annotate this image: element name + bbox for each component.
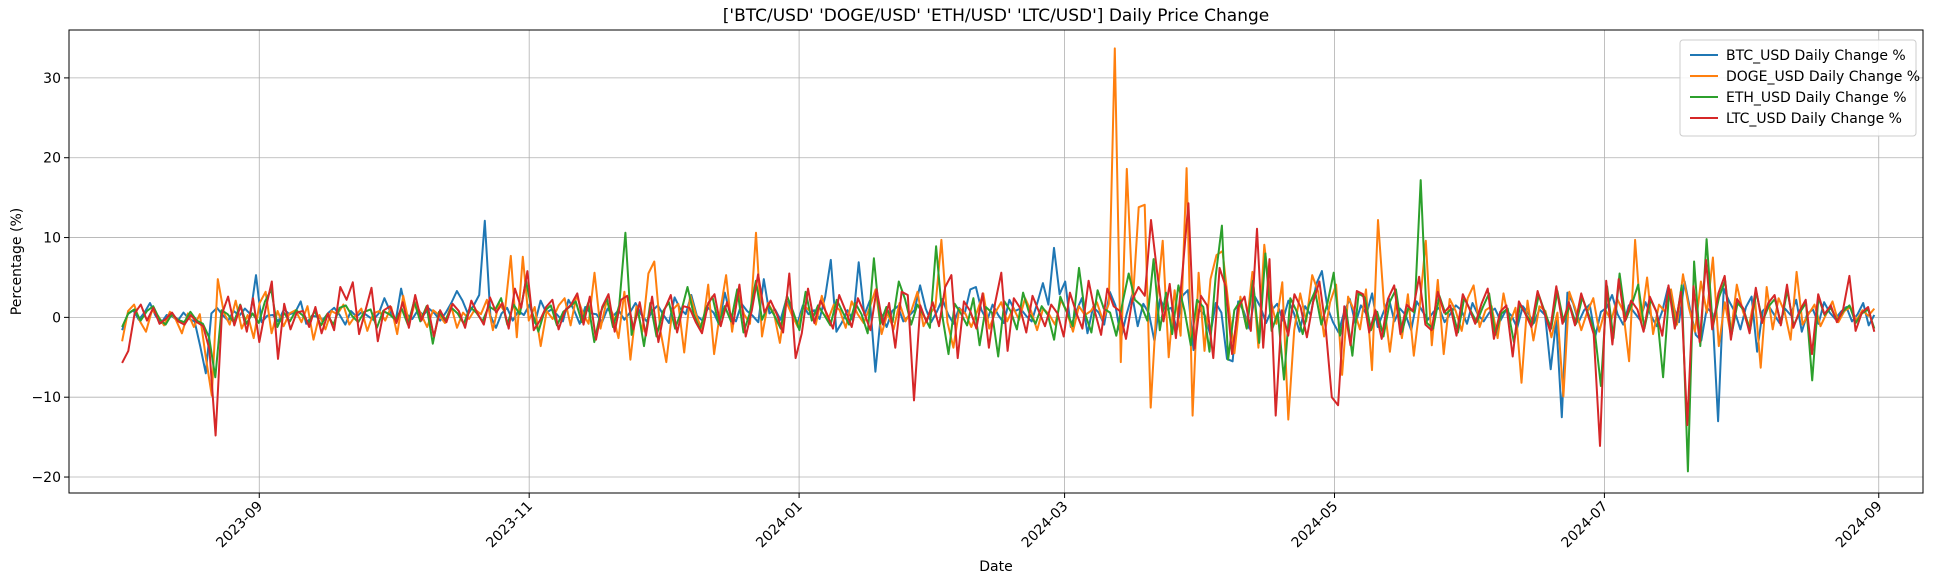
legend-label: BTC_USD Daily Change % — [1726, 48, 1906, 64]
x-axis-label: Date — [979, 559, 1012, 575]
y-tick-label: −20 — [31, 470, 61, 486]
y-tick-label: 20 — [43, 151, 61, 167]
chart-title: ['BTC/USD' 'DOGE/USD' 'ETH/USD' 'LTC/USD… — [723, 6, 1269, 26]
series-lines — [121, 47, 1876, 473]
grid-lines — [69, 30, 1923, 493]
y-tick-label: −10 — [31, 390, 61, 406]
y-tick-label: 30 — [43, 71, 61, 87]
y-axis-ticks: −20 −10 0 10 20 30 — [31, 71, 69, 486]
y-tick-label: 10 — [43, 231, 61, 247]
legend: BTC_USD Daily Change % DOGE_USD Daily Cha… — [1679, 39, 1920, 137]
series-line — [121, 219, 1876, 423]
series-line — [121, 202, 1876, 447]
y-axis-label: Percentage (%) — [9, 208, 25, 315]
plot-frame — [68, 29, 1924, 494]
y-tick-label: 0 — [52, 310, 61, 326]
legend-box — [1679, 39, 1917, 137]
legend-label: DOGE_USD Daily Change % — [1726, 69, 1920, 85]
legend-label: LTC_USD Daily Change % — [1726, 111, 1902, 127]
legend-label: ETH_USD Daily Change % — [1726, 90, 1907, 106]
